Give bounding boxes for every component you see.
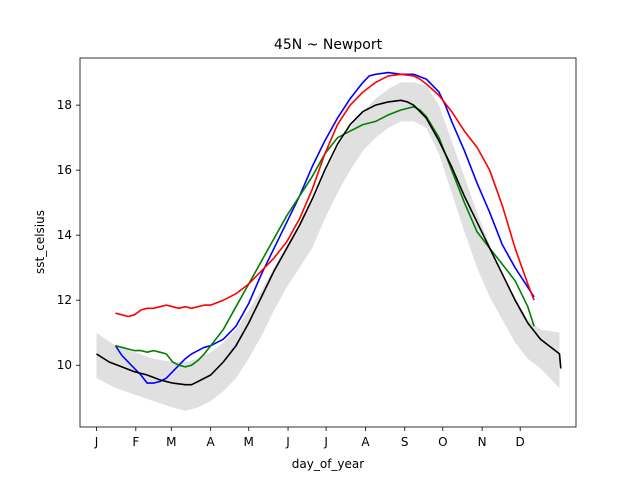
x-tick-label: F <box>132 435 139 449</box>
series-line-4 <box>115 73 535 318</box>
y-tick-label: 12 <box>57 293 72 307</box>
series-line-3 <box>115 106 535 368</box>
y-tick-label: 14 <box>57 228 72 242</box>
y-tick-label: 16 <box>57 163 72 177</box>
plot-frame <box>79 57 577 428</box>
axes: J F M A M J J A S O N D 10 12 14 16 18 <box>57 98 525 449</box>
x-tick-label: D <box>516 435 525 449</box>
x-tick-label: A <box>361 435 370 449</box>
x-tick-label: O <box>438 435 447 449</box>
x-tick-label: S <box>401 435 409 449</box>
x-tick-label: A <box>207 435 216 449</box>
chart-title: 45N ~ Newport <box>274 37 383 53</box>
series-line-1 <box>96 99 562 386</box>
x-tick-label: J <box>323 435 328 449</box>
plot-area <box>96 71 562 411</box>
x-tick-label: J <box>285 435 290 449</box>
x-axis-title: day_of_year <box>292 457 364 471</box>
x-tick-label: M <box>166 435 176 449</box>
range-band <box>96 82 560 411</box>
x-tick-label: M <box>244 435 254 449</box>
x-tick-label: N <box>478 435 487 449</box>
y-tick-label: 10 <box>57 358 72 372</box>
y-tick-label: 18 <box>57 98 72 112</box>
y-axis-title: sst_celsius <box>33 210 47 274</box>
x-tick-label: J <box>94 435 99 449</box>
